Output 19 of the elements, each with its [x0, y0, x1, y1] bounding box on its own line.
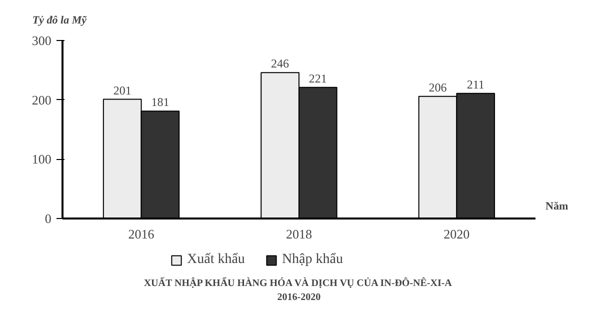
data-label: 201: [113, 83, 132, 98]
x-tick-label: 2018: [286, 226, 312, 242]
y-tick-label: 0: [44, 211, 52, 226]
data-label: 221: [308, 71, 327, 86]
y-tick-label: 200: [32, 92, 52, 108]
y-tick-label: 300: [32, 33, 52, 48]
legend-label: Xuất khẩu: [187, 252, 245, 268]
x-tick-label: 2020: [444, 226, 470, 242]
y-tick-label: 100: [32, 152, 52, 167]
y-axis-title: Tỷ đô la Mỹ: [32, 14, 88, 27]
data-label: 246: [271, 56, 290, 71]
data-label: 211: [466, 77, 484, 92]
data-label: 206: [428, 80, 447, 94]
x-axis-title: Năm: [546, 200, 568, 213]
text: XUẤT NHẬP KHẨU HÀNG HÓA VÀ DỊCH VỤ CỦA IN-ĐÔ-NÊ-XI-A: [144, 277, 453, 290]
text: 2016-2020: [277, 292, 321, 304]
x-tick-label: 2016: [128, 226, 155, 242]
data-label: 181: [151, 95, 170, 110]
legend-label: Nhập khẩu: [282, 252, 343, 268]
